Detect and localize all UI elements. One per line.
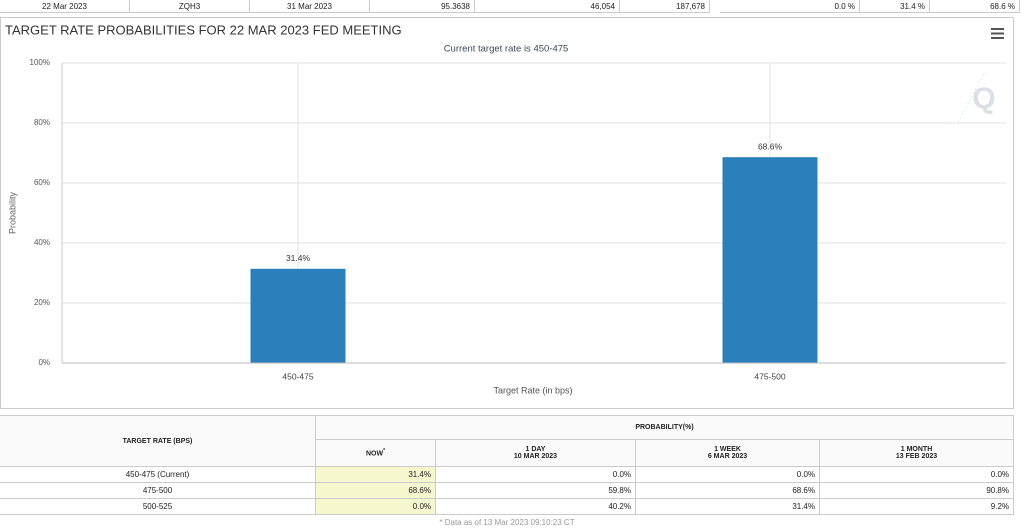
column-note: *	[383, 448, 386, 455]
chart-title: TARGET RATE PROBABILITIES FOR 22 MAR 202…	[5, 22, 402, 37]
footnote: * Data as of 13 Mar 2023 09:10:23 CT	[439, 517, 575, 527]
probability-cell: 68.6%	[316, 483, 436, 499]
probability-cell: 9.2%	[820, 499, 1014, 515]
bar	[722, 157, 818, 363]
chart-frame	[0, 17, 1014, 409]
y-tick-label: 20%	[34, 298, 50, 307]
top-row-cell: 22 Mar 2023	[0, 0, 130, 13]
y-tick-label: 100%	[30, 58, 50, 67]
bar	[250, 268, 346, 363]
column-title: 1 DAY	[525, 446, 546, 453]
data-label: 31.4%	[286, 253, 311, 263]
chart-subtitle: Current target rate is 450-475	[444, 44, 569, 55]
probability-cell: 0.0%	[636, 467, 820, 483]
probability-cell: 0.0%	[820, 467, 1014, 483]
top-row-cell: 68.6 %	[930, 0, 1020, 13]
y-tick-label: 60%	[34, 178, 50, 187]
column-date: 10 MAR 2023	[513, 453, 558, 460]
y-tick-label: 80%	[34, 118, 50, 127]
top-row-cell: 46,054	[475, 0, 620, 13]
probability-cell: 0.0%	[436, 467, 636, 483]
svg-text:Q: Q	[972, 82, 995, 115]
column-header: 1 WEEK 6 MAR 2023	[636, 440, 820, 467]
probability-cell: 68.6%	[636, 483, 820, 499]
data-label: 68.6%	[758, 141, 783, 151]
column-date: 6 MAR 2023	[707, 453, 748, 460]
y-axis-label: Probability	[7, 191, 17, 234]
probability-cell: 90.8%	[820, 483, 1014, 499]
column-header: 1 MONTH 13 FEB 2023	[820, 440, 1014, 467]
column-title: 1 WEEK	[714, 446, 741, 453]
x-tick-label: 475-500	[754, 371, 785, 381]
column-title: NOW*	[365, 448, 386, 458]
group-header: PROBABILITY(%)	[316, 415, 1014, 440]
x-axis-label: Target Rate (in bps)	[493, 385, 572, 395]
column-date: 13 FEB 2023	[895, 453, 938, 460]
row-label: 450-475 (Current)	[0, 467, 316, 483]
menu-icon[interactable]	[991, 28, 1004, 39]
column-header: 1 DAY 10 MAR 2023	[436, 440, 636, 467]
x-tick-label: 450-475	[282, 371, 313, 381]
y-tick-label: 40%	[34, 238, 50, 247]
top-row-cell: 95.3638	[370, 0, 475, 13]
column-title: 1 MONTH	[900, 446, 933, 453]
probability-cell: 31.4%	[636, 499, 820, 515]
top-row-cell: 31.4 %	[860, 0, 930, 13]
column-header: NOW*	[316, 440, 436, 467]
top-row-cell: ZQH3	[130, 0, 250, 13]
top-row-cell: 0.0 %	[720, 0, 860, 13]
probability-cell: 0.0%	[316, 499, 436, 515]
top-row-cell: 187,678	[620, 0, 710, 13]
probability-cell: 31.4%	[316, 467, 436, 483]
row-label: 500-525	[0, 499, 316, 515]
top-row-cell: 31 Mar 2023	[250, 0, 370, 13]
probability-cell: 59.8%	[436, 483, 636, 499]
row-label: 475-500	[0, 483, 316, 499]
y-tick-label: 0%	[38, 358, 50, 367]
chart: TARGET RATE PROBABILITIES FOR 22 MAR 202…	[0, 17, 1014, 409]
table-header: TARGET RATE (BPS)	[0, 415, 316, 467]
probability-cell: 40.2%	[436, 499, 636, 515]
watermark: Q	[957, 71, 996, 123]
